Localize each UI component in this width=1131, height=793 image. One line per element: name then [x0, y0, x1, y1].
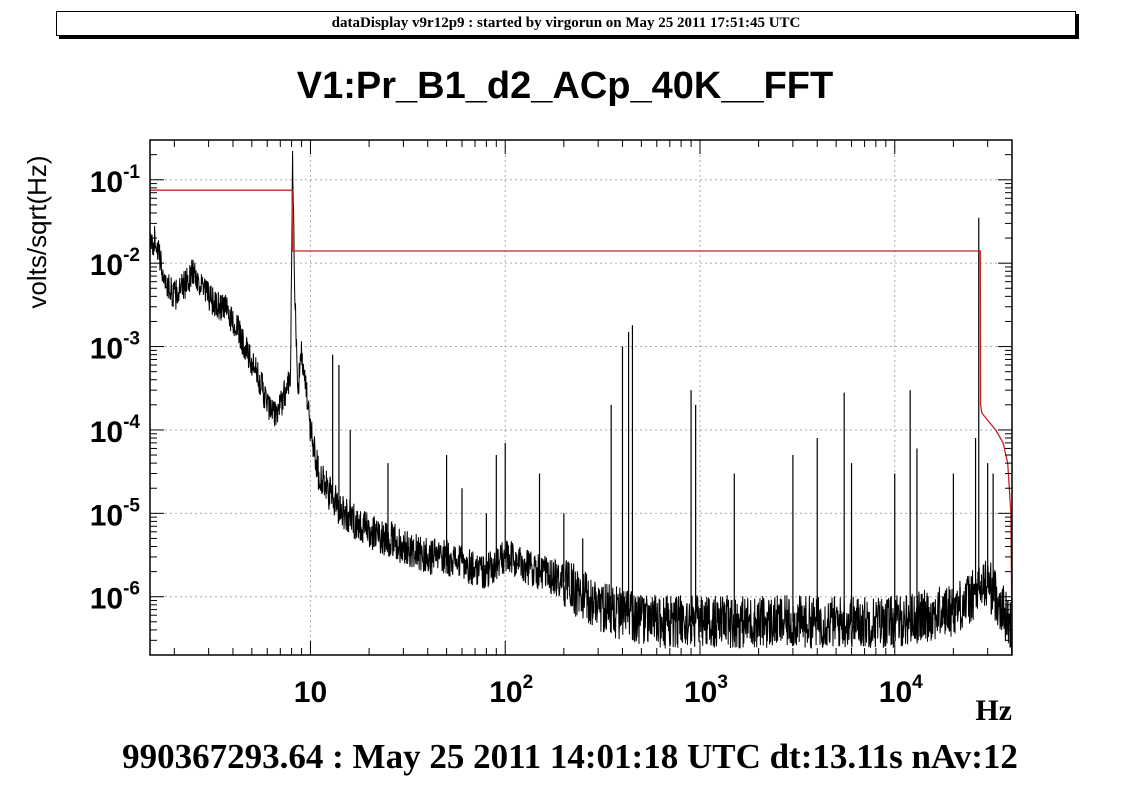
y-tick-label-2: 10-3: [90, 329, 140, 366]
plot-canvas: [5, 50, 1126, 788]
axis-layer: [150, 140, 1013, 656]
x-tick-label-3: 104: [879, 672, 923, 709]
data-layer: [149, 150, 1013, 656]
footer-text: 990367293.64 : May 25 2011 14:01:18 UTC …: [122, 737, 1018, 776]
x-axis-label: Hz: [975, 694, 1012, 727]
x-tick-label-0: 10: [294, 676, 327, 709]
chart-title: V1:Pr_B1_d2_ACp_40K__FFT: [297, 65, 833, 107]
spectrum-line: [149, 150, 1013, 656]
header-box: dataDisplay v9r12p9 : started by virgoru…: [56, 11, 1076, 36]
tick-label-layer: 10 102 103 104 10-1 10-2 10-3 10-4 10-5 10-6: [90, 162, 923, 709]
y-tick-label-5: 10-6: [90, 579, 140, 616]
y-tick-label-1: 10-2: [90, 245, 140, 282]
header-text: dataDisplay v9r12p9 : started by virgoru…: [331, 15, 801, 31]
x-tick-label-1: 102: [489, 672, 533, 709]
reference-line: [150, 189, 1013, 641]
y-axis-label: volts/sqrt(Hz): [22, 155, 52, 308]
plot-frame: [149, 139, 1013, 656]
y-tick-label-4: 10-5: [90, 495, 141, 532]
x-tick-label-2: 103: [684, 672, 728, 709]
y-tick-label-0: 10-1: [90, 162, 141, 199]
y-tick-label-3: 10-4: [90, 412, 141, 449]
